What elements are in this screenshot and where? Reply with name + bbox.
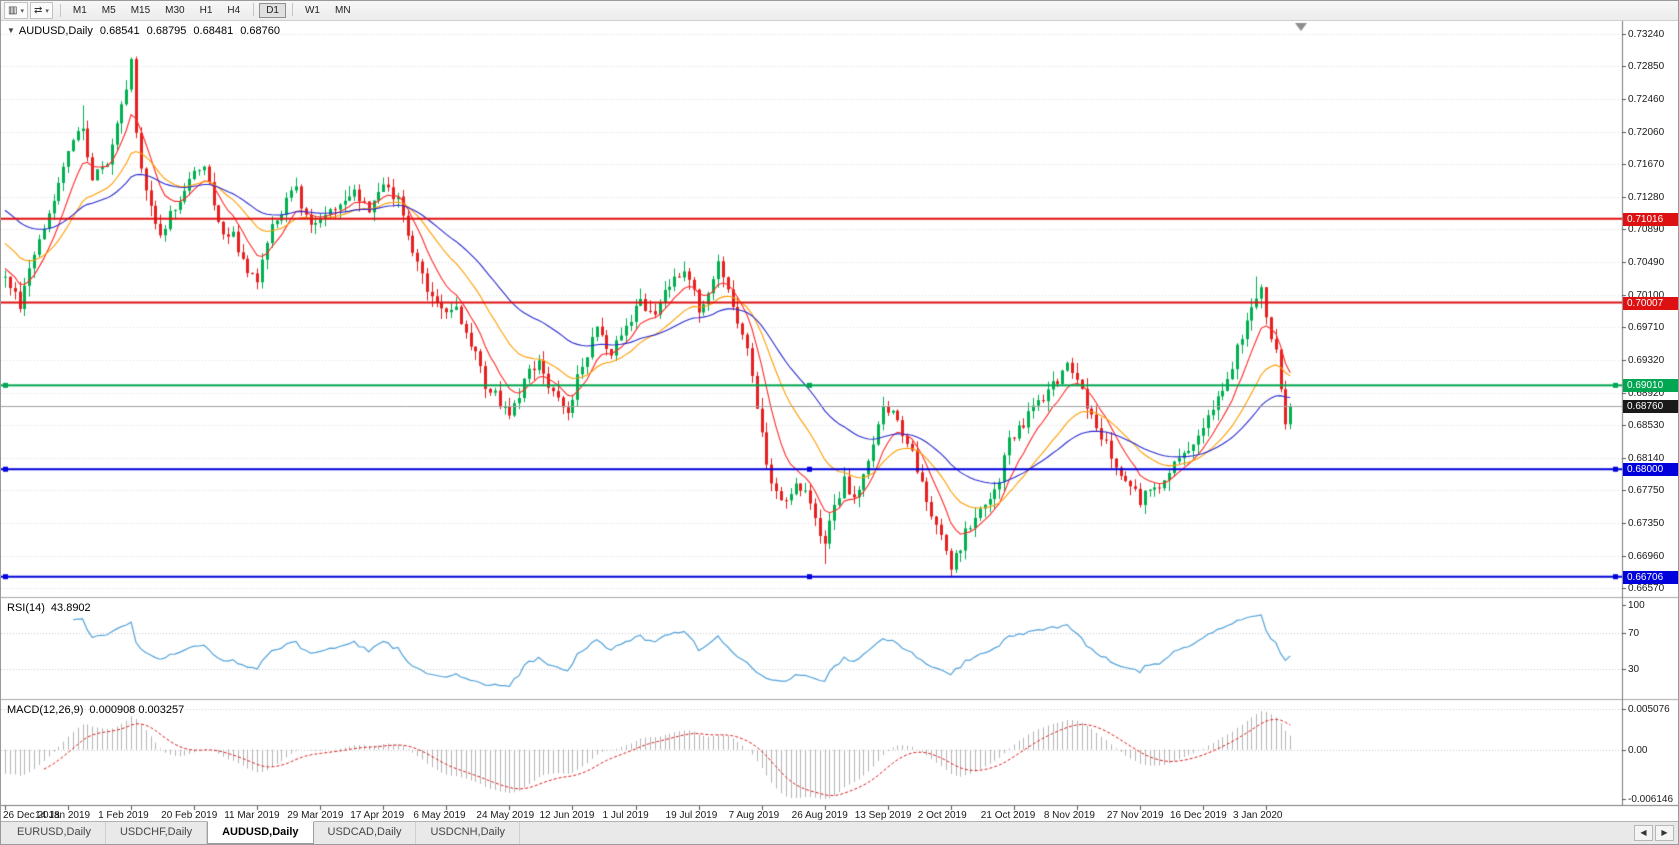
chart-tab-usdchf[interactable]: USDCHF,Daily xyxy=(106,822,208,844)
date-axis-label: 20 Feb 2019 xyxy=(161,810,218,821)
hline-price-badge: 0.69010 xyxy=(1623,379,1678,393)
date-axis-label: 1 Jul 2019 xyxy=(602,810,649,821)
timeframe-button-h1[interactable]: H1 xyxy=(199,5,213,16)
timeframe-button-m30[interactable]: M30 xyxy=(165,5,185,16)
price-axis-label: 0.67750 xyxy=(1628,484,1665,496)
timeframe-button-h4[interactable]: H4 xyxy=(227,5,241,16)
date-axis-label: 13 Sep 2019 xyxy=(854,810,912,821)
macd-axis-label: -0.006146 xyxy=(1628,794,1674,805)
timeframe-button-mn[interactable]: MN xyxy=(334,5,351,16)
chart-symbol: AUDUSD,Daily xyxy=(18,25,93,37)
chart-shift-button[interactable]: ⇄ ▾ xyxy=(29,2,53,19)
date-axis-label: 16 Dec 2019 xyxy=(1169,810,1227,821)
bid-price-badge: 0.68760 xyxy=(1623,400,1678,414)
price-axis-label: 0.72060 xyxy=(1628,127,1665,138)
price-axis-label: 0.72460 xyxy=(1628,93,1665,105)
chart-shift-button-icon: ⇄ xyxy=(33,5,43,16)
toolbar-separator xyxy=(291,3,293,16)
tab-scroll-left-button[interactable]: ◀ xyxy=(1634,825,1653,841)
price-axis-label: 0.69320 xyxy=(1628,354,1665,366)
date-axis-label: 21 Oct 2019 xyxy=(980,810,1036,821)
chevron-down-icon: ▾ xyxy=(20,7,24,15)
ohlc-open: 0.68541 xyxy=(99,25,140,37)
timeframe-button-w1[interactable]: W1 xyxy=(304,5,320,16)
price-axis-label: 0.66570 xyxy=(1628,583,1665,594)
date-axis-label: 19 Jul 2019 xyxy=(665,810,718,821)
macd-pane-label: MACD(12,26,9) 0.000908 0.003257 xyxy=(7,704,190,716)
price-axis[interactable]: 0.73240 0.72850 0.72460 0.72060 0.71670 0.712… xyxy=(1622,20,1678,805)
price-axis-label: 0.68920 xyxy=(1628,387,1665,399)
date-axis-label: 29 Mar 2019 xyxy=(287,810,344,821)
date-axis-label: 14 Jan 2019 xyxy=(35,810,91,821)
date-axis-label: 24 May 2019 xyxy=(476,810,535,821)
chart-ohlc-readout: ▼ AUDUSD,Daily 0.68541 0.68795 0.68481 0.6876… xyxy=(7,25,287,37)
date-axis-label: 6 May 2019 xyxy=(413,810,466,821)
price-axis-label: 0.73240 xyxy=(1628,29,1665,40)
tab-scroll-right-button[interactable]: ▶ xyxy=(1655,825,1674,841)
toolbar-icon-buttons: ▥ ▾ ⇄ ▾ xyxy=(4,2,55,19)
price-axis-label: 0.70890 xyxy=(1628,224,1665,236)
hline-price-badge: 0.68000 xyxy=(1623,463,1678,477)
timeframe-button-m5[interactable]: M5 xyxy=(101,5,116,16)
chart-type-button[interactable]: ▥ ▾ xyxy=(4,2,28,19)
price-axis-label: 0.68530 xyxy=(1628,420,1665,432)
rsi-axis-label: 70 xyxy=(1628,627,1640,639)
date-axis-label: 17 Apr 2019 xyxy=(350,810,405,821)
rsi-axis-label: 30 xyxy=(1628,664,1640,676)
price-axis-label: 0.66960 xyxy=(1628,550,1665,562)
symbol-marker-icon: ▼ xyxy=(7,26,15,35)
date-axis-label: 8 Nov 2019 xyxy=(1043,810,1095,821)
macd-axis-label: 0.00 xyxy=(1628,744,1648,756)
price-axis-label: 0.71670 xyxy=(1628,159,1665,171)
price-axis-label: 0.67350 xyxy=(1628,518,1665,530)
date-axis-label: 12 Jun 2019 xyxy=(539,810,595,821)
toolbar-separator xyxy=(253,3,255,16)
hline-price-badge: 0.71016 xyxy=(1623,212,1678,226)
chart-type-button-icon: ▥ xyxy=(8,5,18,16)
timeframe-button-m1[interactable]: M1 xyxy=(72,5,87,16)
rsi-indicator-name: RSI(14) xyxy=(7,602,45,614)
ohlc-close: 0.68760 xyxy=(240,25,280,37)
macd-indicator-name: MACD(12,26,9) xyxy=(7,704,84,716)
timeframe-button-d1[interactable]: D1 xyxy=(259,3,286,18)
date-axis-label: 26 Dec 2018 xyxy=(3,810,60,821)
date-axis-label: 26 Aug 2019 xyxy=(791,810,848,821)
date-axis-label: 7 Aug 2019 xyxy=(728,810,780,821)
time-axis[interactable]: 26 Dec 2018 14 Jan 2019 1 Feb 2019 20 Feb 2… xyxy=(1,806,1622,824)
hline-price-badge: 0.66706 xyxy=(1623,570,1678,584)
toolbar-separator xyxy=(59,4,61,17)
hline-price-badge: 0.70007 xyxy=(1623,296,1678,310)
chart-tab-usdcad[interactable]: USDCAD,Daily xyxy=(314,822,417,844)
timeframe-button-m15[interactable]: M15 xyxy=(130,5,151,16)
date-axis-label: 11 Mar 2019 xyxy=(224,810,280,821)
rsi-indicator-value: 43.8902 xyxy=(50,602,91,614)
price-axis-label: 0.68140 xyxy=(1628,452,1665,464)
price-axis-label: 0.71280 xyxy=(1628,191,1665,203)
rsi-axis-label: 100 xyxy=(1628,600,1645,611)
chart-tab-audusd[interactable]: AUDUSD,Daily xyxy=(207,821,314,844)
chart-tab-eurusd[interactable]: EURUSD,Daily xyxy=(3,822,106,844)
date-axis-label: 27 Nov 2019 xyxy=(1106,810,1164,821)
date-axis-label: 3 Jan 2020 xyxy=(1233,810,1283,821)
ohlc-high: 0.68795 xyxy=(146,25,187,37)
date-axis-label: 2 Oct 2019 xyxy=(917,810,967,821)
toolbar: ▥ ▾ ⇄ ▾ M1 M5 M15 M30 H1 H4 D1 W1 MN xyxy=(1,1,1678,21)
tab-scroll-controls: ◀ ▶ xyxy=(1634,822,1678,844)
chart-tab-usdcnh[interactable]: USDCNH,Daily xyxy=(416,822,521,844)
ohlc-low: 0.68481 xyxy=(193,25,234,37)
macd-indicator-values: 0.000908 0.003257 xyxy=(89,704,185,716)
price-axis-label: 0.70490 xyxy=(1628,257,1665,269)
chart-tabs-bar: EURUSD,Daily USDCHF,Daily AUDUSD,Daily USDC… xyxy=(1,821,1678,844)
rsi-pane-label: RSI(14) 43.8902 xyxy=(7,602,97,614)
chevron-down-icon: ▾ xyxy=(45,7,49,15)
price-axis-label: 0.70100 xyxy=(1628,289,1665,301)
chart-tabs: EURUSD,Daily USDCHF,Daily AUDUSD,Daily USDC… xyxy=(3,821,521,844)
macd-axis-label: 0.005076 xyxy=(1628,704,1670,715)
timeframe-buttons: M1 M5 M15 M30 H1 H4 D1 W1 MN xyxy=(66,3,359,18)
price-axis-label: 0.69710 xyxy=(1628,322,1665,334)
price-axis-label: 0.72850 xyxy=(1628,61,1665,73)
date-axis-label: 1 Feb 2019 xyxy=(98,810,149,821)
